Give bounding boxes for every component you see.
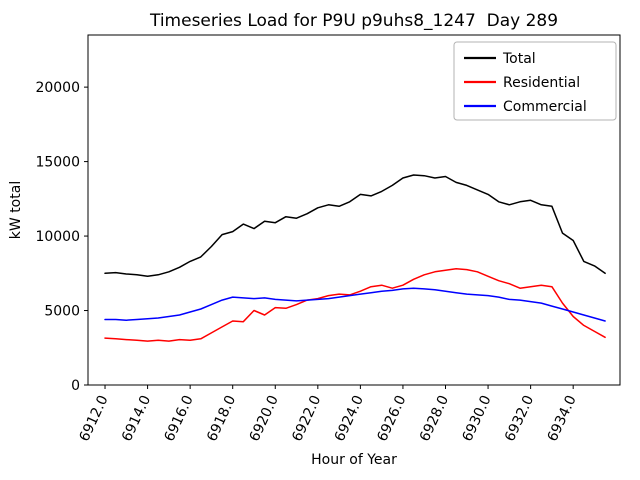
y-tick-label: 5000: [44, 304, 80, 320]
legend-label-residential: Residential: [503, 75, 580, 91]
series-line-commercial: [104, 287, 606, 322]
legend-box: [453, 41, 617, 121]
y-axis-label: kW total: [8, 181, 24, 239]
series-line-total: [104, 174, 606, 278]
y-tick-label: 20000: [35, 80, 80, 96]
series-line-residential: [104, 268, 606, 342]
y-tick-label: 10000: [35, 229, 80, 245]
legend: Total Residential Commercial: [453, 41, 617, 121]
chart-title: Timeseries Load for P9U p9uhs8_1247 Day …: [149, 11, 558, 31]
series-lines: [104, 174, 606, 342]
legend-label-total: Total: [502, 51, 536, 67]
y-tick-label: 15000: [35, 155, 80, 171]
y-tick-label: 0: [71, 378, 80, 394]
legend-label-commercial: Commercial: [503, 99, 587, 115]
x-axis-label: Hour of Year: [311, 452, 397, 468]
